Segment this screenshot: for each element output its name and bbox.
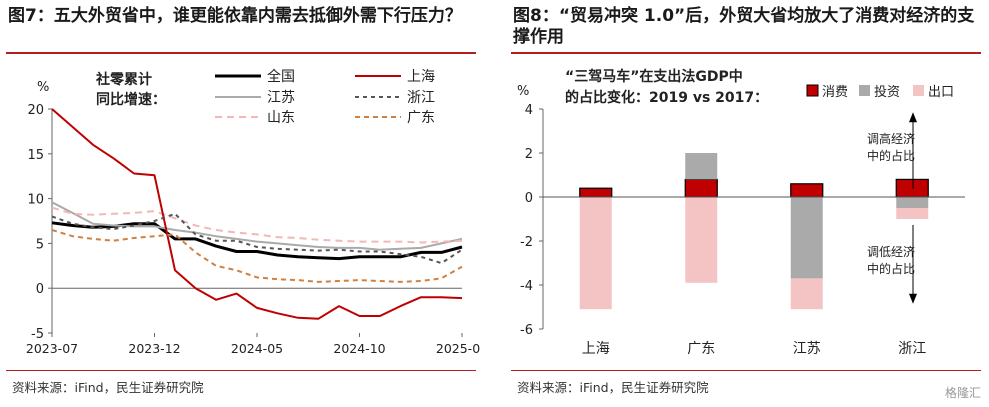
bar-投资-江苏 bbox=[790, 197, 823, 279]
legend-label-广东: 广东 bbox=[407, 110, 435, 126]
left-source: 资料来源：iFind，民生证券研究院 bbox=[12, 380, 204, 395]
annotation-down-line2: 中的占比 bbox=[867, 261, 915, 276]
y-tick-label: 4 bbox=[525, 103, 533, 118]
right-source-rule bbox=[511, 370, 981, 371]
y-tick-label: 0 bbox=[36, 282, 44, 297]
y-tick-label: 15 bbox=[27, 148, 44, 163]
x-tick-label: 2023-12 bbox=[128, 341, 180, 356]
y-unit-label: % bbox=[37, 80, 49, 95]
y-unit-label: % bbox=[517, 84, 529, 99]
bar-消费-浙江 bbox=[895, 178, 929, 198]
watermark: 格隆汇 bbox=[944, 386, 981, 400]
chart-subtitle-line2: 的占比变化：2019 vs 2017： bbox=[565, 89, 768, 106]
annotation-up-line2: 中的占比 bbox=[867, 148, 915, 163]
y-tick-label: -5 bbox=[31, 327, 44, 342]
x-tick-label: 2025-03 bbox=[436, 341, 480, 356]
series-line-江苏 bbox=[51, 201, 463, 251]
annotation-down-line1: 调低经济 bbox=[867, 244, 915, 259]
bar-出口-浙江 bbox=[896, 208, 929, 219]
legend-label-山东: 山东 bbox=[267, 110, 295, 126]
right-chart-title: 图8：“贸易冲突 1.0”后，外贸大省均放大了消费对经济的支撑作用 bbox=[513, 6, 975, 47]
y-tick-label: 10 bbox=[27, 193, 44, 208]
left-chart-title: 图7：五大外贸省中，谁更能依靠内需去抵御外需下行压力？ bbox=[8, 6, 462, 26]
y-tick-label: -2 bbox=[520, 235, 533, 250]
right-panel: 图8：“贸易冲突 1.0”后，外贸大省均放大了消费对经济的支撑作用 % -6 -4 -… bbox=[505, 0, 989, 407]
left-source-rule bbox=[6, 370, 476, 371]
series-line-浙江 bbox=[51, 212, 463, 265]
y-tick-label: 0 bbox=[525, 191, 533, 206]
legend-caption-line2: 同比增速： bbox=[96, 91, 166, 108]
annotation-up-line1: 调高经济 bbox=[867, 131, 915, 146]
x-tick-label: 2024-05 bbox=[231, 341, 283, 356]
y-tick-label: 5 bbox=[36, 237, 44, 252]
legend-swatch-投资 bbox=[859, 85, 870, 96]
y-tick-label: -6 bbox=[520, 323, 533, 338]
legend-label-浙江: 浙江 bbox=[407, 90, 435, 106]
right-source: 资料来源：iFind，民生证券研究院 bbox=[517, 380, 709, 395]
legend-label-全国: 全国 bbox=[267, 68, 295, 85]
arrow-up-head bbox=[909, 112, 917, 123]
legend-label-江苏: 江苏 bbox=[267, 90, 295, 106]
bar-消费-广东 bbox=[684, 178, 718, 198]
left-title-rule bbox=[6, 52, 476, 54]
x-tick-label: 江苏 bbox=[793, 341, 821, 357]
series-line-山东 bbox=[51, 206, 463, 244]
right-bar-chart: % -6 -4 -2 0 2 4 上海 广东 江苏 浙江 “三驾马车”在支出法GDP中的占比变化：20… bbox=[517, 68, 965, 357]
x-tick-label: 上海 bbox=[582, 341, 610, 357]
arrow-down-head bbox=[909, 293, 917, 304]
bar-出口-广东 bbox=[685, 197, 718, 283]
legend-label-消费: 消费 bbox=[822, 85, 848, 100]
bar-消费-江苏 bbox=[790, 183, 824, 198]
legend-label-投资: 投资 bbox=[874, 84, 900, 100]
legend-label-出口: 出口 bbox=[928, 85, 954, 100]
bar-投资-浙江 bbox=[896, 197, 929, 208]
bar-出口-上海 bbox=[579, 197, 612, 310]
left-panel: 图7：五大外贸省中，谁更能依靠内需去抵御外需下行压力？ % -5 0 5 10 15 20 2… bbox=[0, 0, 480, 407]
bar-消费-上海 bbox=[579, 187, 613, 198]
series-line-广东 bbox=[51, 229, 463, 283]
legend-caption-line1: 社零累计 bbox=[95, 71, 152, 88]
legend-swatch-出口 bbox=[913, 85, 924, 96]
legend-swatch-消费 bbox=[806, 84, 819, 97]
series-line-上海 bbox=[51, 108, 463, 320]
bar-出口-江苏 bbox=[790, 278, 823, 310]
y-tick-label: -4 bbox=[520, 279, 533, 294]
x-tick-label: 2024-10 bbox=[333, 341, 385, 356]
legend-label-上海: 上海 bbox=[407, 69, 435, 85]
right-title-rule bbox=[511, 52, 981, 54]
left-line-chart: % -5 0 5 10 15 20 2023-07 2023-12 2024-05 2024-10 2… bbox=[26, 68, 480, 356]
x-tick-label: 浙江 bbox=[898, 341, 926, 357]
bar-投资-广东 bbox=[685, 153, 718, 180]
chart-subtitle-line1: “三驾马车”在支出法GDP中 bbox=[565, 68, 743, 85]
y-tick-label: 2 bbox=[525, 147, 533, 162]
y-tick-label: 20 bbox=[27, 103, 44, 118]
x-tick-label: 2023-07 bbox=[26, 341, 78, 356]
x-tick-label: 广东 bbox=[687, 341, 715, 357]
